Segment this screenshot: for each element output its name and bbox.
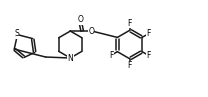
Text: N: N: [67, 54, 73, 62]
Text: F: F: [146, 29, 150, 38]
Text: F: F: [109, 51, 114, 60]
Text: F: F: [128, 19, 132, 28]
Text: F: F: [128, 61, 132, 70]
Text: O: O: [77, 16, 83, 24]
Text: O: O: [88, 27, 94, 36]
Text: S: S: [14, 29, 19, 38]
Text: F: F: [146, 51, 150, 60]
